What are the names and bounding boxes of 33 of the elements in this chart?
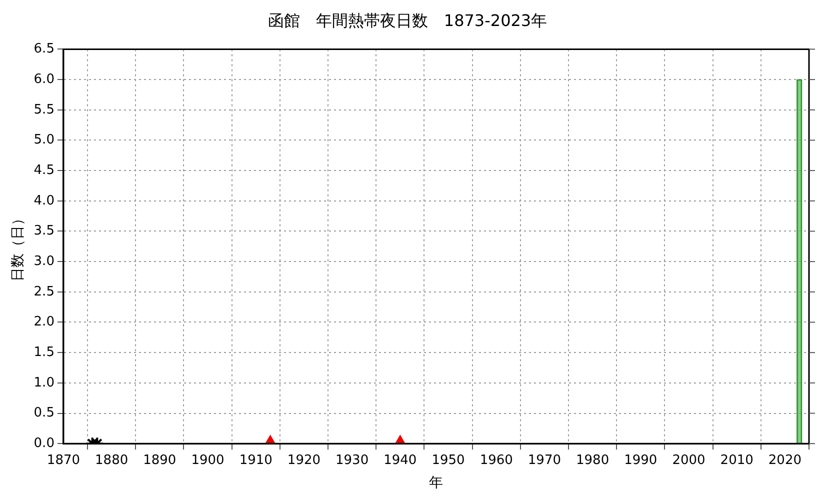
x-tick-label: 1900 [191,452,224,468]
y-tick-label: 1.5 [34,344,54,360]
chart-title: 函館 年間熱帯夜日数 1873-2023年 [268,10,548,30]
x-tick-label: 1960 [480,452,513,468]
x-tick-label: 1880 [95,452,128,468]
y-tick-label: 5.0 [34,132,54,148]
x-tick-label: 1970 [528,452,562,468]
y-tick-label: 6.5 [34,42,54,57]
x-tick-label: 2010 [720,452,754,468]
x-tick-label: 1950 [432,452,465,468]
y-tick-label: 3.0 [34,254,54,269]
y-tick-label: 0.5 [34,406,54,421]
y-tick-label: 5.5 [34,102,54,118]
x-tick-label: 1980 [576,452,610,468]
x-tick-label: 2000 [672,452,706,468]
y-tick-label: 2.5 [34,284,54,300]
x-tick-label: 1990 [624,452,658,468]
x-tick-label: 1920 [287,452,321,468]
y-tick-label: 4.0 [34,193,54,208]
y-tick-label: 3.5 [34,224,54,239]
y-tick-label: 2.0 [34,314,54,330]
x-tick-label: 2020 [768,452,802,468]
y-axis-title: 日数（日） [10,211,26,282]
y-tick-label: 4.5 [34,162,54,178]
x-axis-title: 年 [429,475,444,492]
x-tick-label: 1870 [46,452,80,468]
x-tick-label: 1910 [239,452,272,468]
y-tick-label: 1.0 [34,375,54,390]
x-tick-label: 1940 [384,452,417,468]
y-tick-label: 0.0 [34,436,54,451]
y-tick-label: 6.0 [34,72,54,87]
x-tick-label: 1930 [336,452,369,468]
x-tick-label: 1890 [143,452,176,468]
